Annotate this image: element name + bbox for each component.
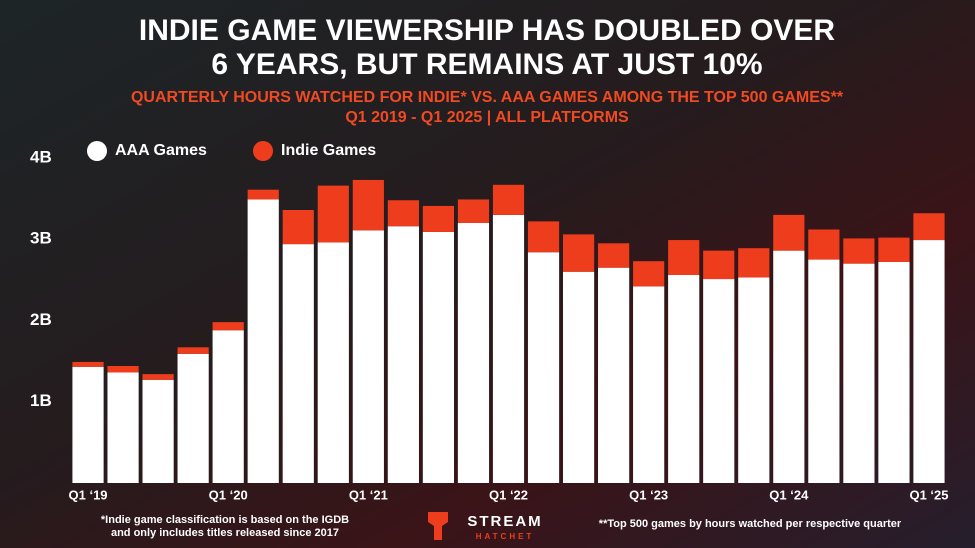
footnote: **Top 500 games by hours watched per res… — [599, 518, 902, 530]
bar-segment — [177, 347, 209, 354]
bar-segment — [668, 275, 700, 483]
bar-segment — [72, 366, 104, 483]
bar-segment — [562, 271, 595, 483]
legend-label: Indie Games — [281, 142, 376, 159]
bar-segment — [878, 262, 910, 483]
bar-segment — [843, 238, 875, 264]
bar-segment — [247, 199, 279, 483]
x-tick-label: Q1 ‘25 — [909, 487, 948, 502]
footnote: *Indie game classification is based on t… — [101, 514, 349, 526]
bar-segment — [317, 242, 349, 483]
x-tick-label: Q1 ‘20 — [209, 487, 248, 502]
logo-icon — [428, 512, 448, 540]
y-tick-label: 4B — [30, 147, 52, 166]
bar-segment — [773, 214, 805, 251]
bar-segment — [913, 240, 945, 483]
bar-segment — [107, 366, 139, 373]
x-tick-label: Q1 ‘21 — [349, 487, 388, 502]
y-tick-label: 1B — [30, 391, 52, 410]
x-tick-label: Q1 ‘23 — [629, 487, 668, 502]
bar-segment — [808, 229, 840, 260]
bar-segment — [107, 372, 139, 483]
bar-segment — [808, 259, 840, 483]
bar-segment — [913, 213, 945, 241]
bar-segment — [598, 267, 630, 483]
bar-segment — [878, 237, 910, 262]
bar-segment — [212, 330, 244, 483]
bar-segment — [668, 240, 700, 275]
bar-segment — [633, 286, 665, 483]
bar-segment — [738, 248, 770, 278]
bar-segment — [527, 252, 560, 483]
bar-segment — [703, 279, 735, 483]
bar-segment — [422, 231, 455, 483]
bar-segment — [562, 234, 595, 272]
bar-segment — [457, 223, 490, 483]
bar-segment — [738, 277, 770, 483]
y-tick-label: 3B — [30, 229, 52, 248]
legend-label: AAA Games — [115, 142, 207, 159]
bar-segment — [773, 250, 805, 483]
bar-segment — [247, 189, 279, 200]
bar-segment — [633, 261, 665, 287]
chart-subtitle: Q1 2019 - Q1 2025 | ALL PLATFORMS — [345, 109, 629, 126]
bar-segment — [492, 184, 525, 215]
chart-title: 6 YEARS, BUT REMAINS AT JUST 10% — [211, 48, 762, 81]
bar-segment — [282, 210, 314, 245]
legend-marker — [87, 141, 107, 161]
x-tick-label: Q1 ‘19 — [69, 487, 108, 502]
bar-segment — [282, 244, 314, 483]
bar-segment — [387, 200, 419, 227]
bar-segment — [492, 214, 525, 483]
bar-segment — [142, 379, 174, 483]
logo-text: HATCHET — [476, 532, 535, 541]
chart-subtitle: QUARTERLY HOURS WATCHED FOR INDIE* VS. A… — [131, 89, 844, 106]
bar-segment — [177, 353, 209, 483]
bar-segment — [352, 230, 384, 483]
x-tick-label: Q1 ‘24 — [769, 487, 809, 502]
bar-segment — [703, 250, 735, 280]
footnote: and only includes titles released since … — [111, 527, 339, 539]
bar-segment — [843, 263, 875, 483]
bar-segment — [352, 179, 384, 231]
x-tick-label: Q1 ‘22 — [489, 487, 528, 502]
bar-segment — [387, 226, 419, 483]
bar-segment — [212, 322, 244, 331]
logo-text: STREAM — [467, 513, 542, 530]
bar-segment — [598, 243, 630, 268]
legend-marker — [253, 141, 273, 161]
bar-segment — [72, 361, 104, 367]
y-tick-label: 2B — [30, 310, 52, 329]
chart-title: INDIE GAME VIEWERSHIP HAS DOUBLED OVER — [139, 14, 836, 47]
bar-segment — [142, 374, 174, 380]
bar-segment — [317, 185, 349, 243]
bar-segment — [527, 221, 560, 253]
bar-segment — [457, 199, 490, 223]
bar-segment — [422, 205, 455, 232]
